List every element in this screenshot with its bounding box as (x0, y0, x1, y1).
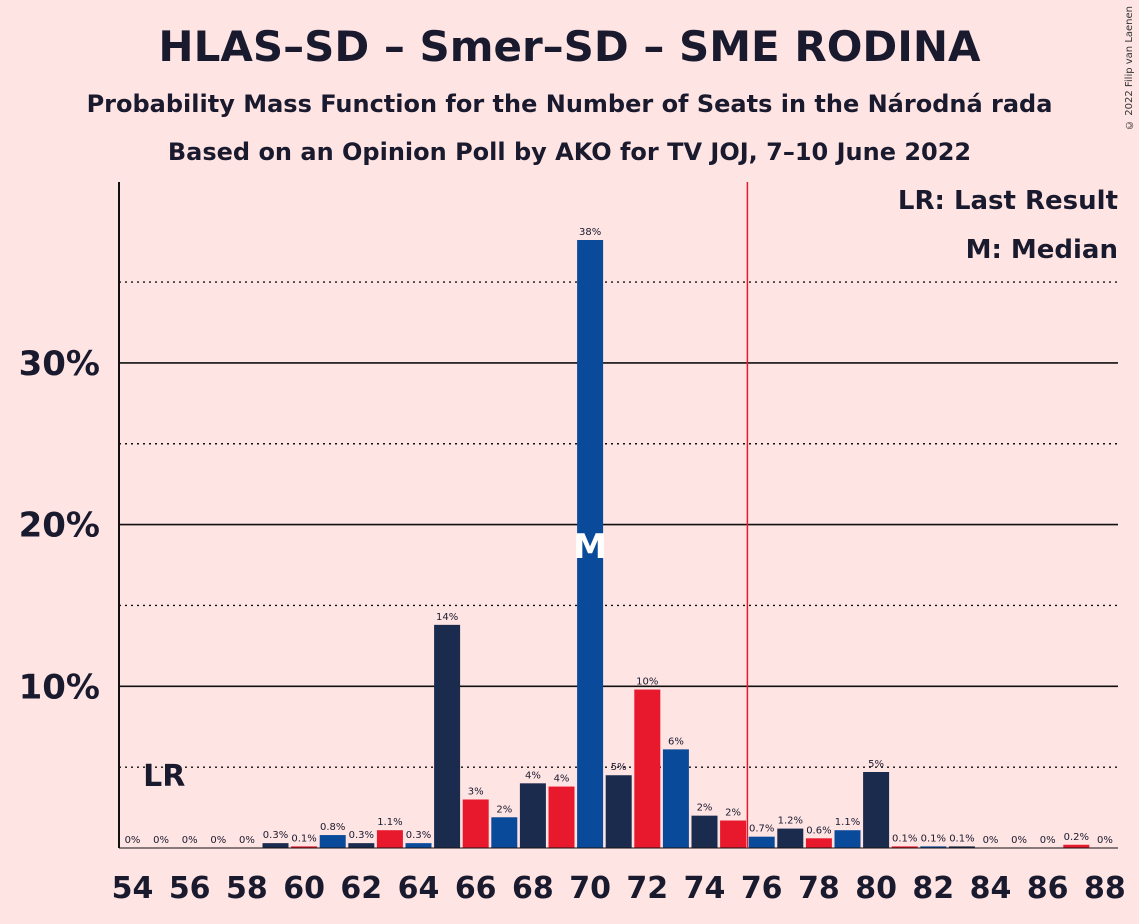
value-label-79: 1.1% (835, 817, 860, 828)
value-label-86: 0% (1040, 835, 1056, 846)
bar-79 (834, 830, 861, 848)
value-label-83: 0.1% (949, 833, 974, 844)
x-tick-62: 62 (340, 871, 382, 906)
value-label-80: 5% (868, 759, 884, 770)
x-tick-88: 88 (1084, 871, 1126, 906)
value-label-63: 1.1% (377, 817, 402, 828)
value-label-64: 0.3% (406, 830, 431, 841)
value-label-57: 0% (210, 835, 226, 846)
value-label-73: 6% (668, 736, 684, 747)
x-tick-68: 68 (512, 871, 554, 906)
value-label-56: 0% (182, 835, 198, 846)
bar-63 (376, 830, 403, 848)
value-label-59: 0.3% (263, 830, 288, 841)
x-tick-72: 72 (626, 871, 668, 906)
y-tick-labels: 10% 20% 30% (19, 344, 100, 707)
bar-60 (291, 846, 318, 848)
bar-78 (805, 838, 832, 848)
bar-68 (519, 783, 546, 848)
y-tick-10: 10% (19, 667, 100, 707)
value-labels: 0% 0% 0% 0% 0% 0.3% 0.1%0.8%0.3%1.1%0.3%14%3%2… (125, 227, 1113, 846)
bar-76 (748, 836, 775, 848)
bar-83 (948, 846, 975, 848)
value-label-68: 4% (525, 770, 541, 781)
x-tick-54: 54 (112, 871, 154, 906)
x-tick-76: 76 (741, 871, 783, 906)
bar-80 (863, 772, 890, 848)
value-label-81: 0.1% (892, 833, 917, 844)
bar-77 (777, 828, 804, 848)
bar-70 (577, 240, 604, 848)
value-label-70: 38% (579, 227, 601, 238)
x-tick-58: 58 (226, 871, 268, 906)
x-tick-78: 78 (798, 871, 840, 906)
value-label-77: 1.2% (778, 816, 803, 827)
x-tick-74: 74 (684, 871, 726, 906)
x-tick-80: 80 (855, 871, 897, 906)
bar-69 (548, 786, 575, 848)
bar-66 (462, 799, 489, 848)
value-label-61: 0.8% (320, 822, 345, 833)
x-tick-70: 70 (569, 871, 611, 906)
x-tick-86: 86 (1027, 871, 1069, 906)
value-label-60: 0.1% (291, 833, 316, 844)
legend-median: M: Median (966, 235, 1118, 265)
x-tick-56: 56 (169, 871, 211, 906)
value-label-55: 0% (153, 835, 169, 846)
bar-75 (720, 820, 747, 848)
x-tick-84: 84 (970, 871, 1012, 906)
chart-subtitle: Probability Mass Function for the Number… (86, 90, 1053, 118)
chart-title: HLAS–SD – Smer–SD – SME RODINA (158, 22, 981, 71)
value-label-74: 2% (697, 803, 713, 814)
x-tick-82: 82 (912, 871, 954, 906)
value-label-66: 3% (468, 786, 484, 797)
value-label-78: 0.6% (806, 825, 831, 836)
value-label-72: 10% (636, 677, 658, 688)
value-label-85: 0% (1011, 835, 1027, 846)
bar-72 (634, 689, 661, 848)
bar-73 (662, 749, 689, 848)
bar-65 (434, 624, 461, 848)
bar-67 (491, 817, 518, 848)
value-label-67: 2% (496, 804, 512, 815)
value-label-88: 0% (1097, 835, 1113, 846)
value-label-75: 2% (725, 808, 741, 819)
y-tick-30: 30% (19, 344, 100, 384)
bar-71 (605, 775, 632, 848)
value-label-58: 0% (239, 835, 255, 846)
value-label-84: 0% (983, 835, 999, 846)
x-tick-labels: 54 56 58 60 62 64 66 68 70 72 74 76 78 80 82 84 86 88 (112, 871, 1126, 906)
chart-subtitle-poll: Based on an Opinion Poll by AKO for TV J… (167, 138, 972, 166)
x-tick-60: 60 (283, 871, 325, 906)
bar-61 (319, 835, 346, 848)
bar-82 (920, 846, 947, 848)
x-tick-66: 66 (455, 871, 497, 906)
legend-last-result: LR: Last Result (898, 186, 1118, 216)
bar-81 (891, 846, 918, 848)
y-tick-20: 20% (19, 506, 100, 546)
bar-62 (348, 843, 375, 848)
value-label-71: 5% (611, 762, 627, 773)
median-marker: M (573, 527, 607, 567)
value-label-82: 0.1% (921, 833, 946, 844)
bar-87 (1063, 844, 1090, 848)
value-label-54: 0% (125, 835, 141, 846)
value-label-69: 4% (554, 774, 570, 785)
bar-59 (262, 843, 289, 848)
gridlines (119, 281, 1118, 768)
value-label-76: 0.7% (749, 824, 774, 835)
bar-64 (405, 843, 432, 848)
value-label-87: 0.2% (1064, 832, 1089, 843)
last-result-marker: LR (143, 759, 185, 794)
bar-74 (691, 815, 718, 848)
value-label-62: 0.3% (349, 830, 374, 841)
x-tick-64: 64 (398, 871, 440, 906)
bars (262, 240, 1090, 848)
value-label-65: 14% (436, 612, 458, 623)
